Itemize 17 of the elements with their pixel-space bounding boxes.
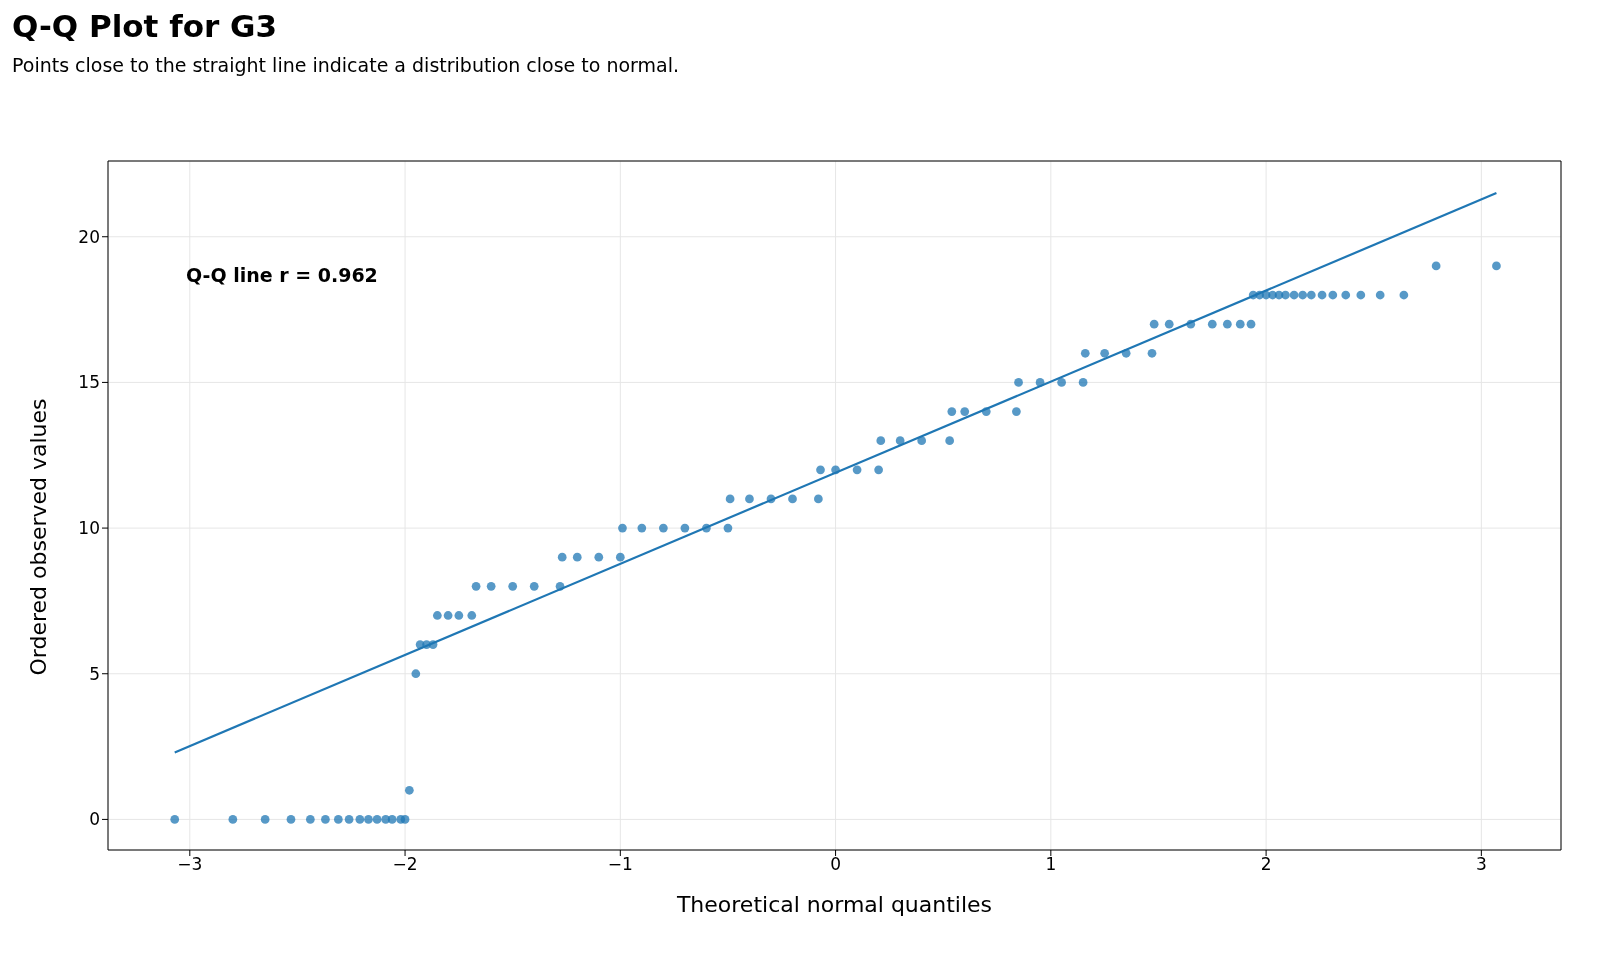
y-tick-label: 0 xyxy=(89,809,100,830)
y-tick-label: 20 xyxy=(78,226,100,247)
annotation: Q-Q line r = 0.962 xyxy=(186,264,378,286)
x-tick-label: −1 xyxy=(607,854,633,875)
y-tick-label: 15 xyxy=(78,372,100,393)
x-tick-label: −2 xyxy=(392,854,418,875)
x-tick-label: 1 xyxy=(1045,854,1057,875)
x-axis-title: Theoretical normal quantiles xyxy=(675,892,993,917)
x-tick-label: −3 xyxy=(177,854,203,875)
x-tick-label: 2 xyxy=(1260,854,1272,875)
y-axis-title: Ordered observed values xyxy=(25,398,51,676)
x-tick-label: 3 xyxy=(1475,854,1487,875)
chart-subtitle: Points close to the straight line indicate a distribution close to normal. xyxy=(12,54,681,76)
chart-title: Q-Q Plot for G3 xyxy=(12,8,279,44)
x-tick-label: 0 xyxy=(830,854,841,875)
y-tick-label: 5 xyxy=(89,663,100,684)
y-tick-label: 10 xyxy=(78,518,100,539)
